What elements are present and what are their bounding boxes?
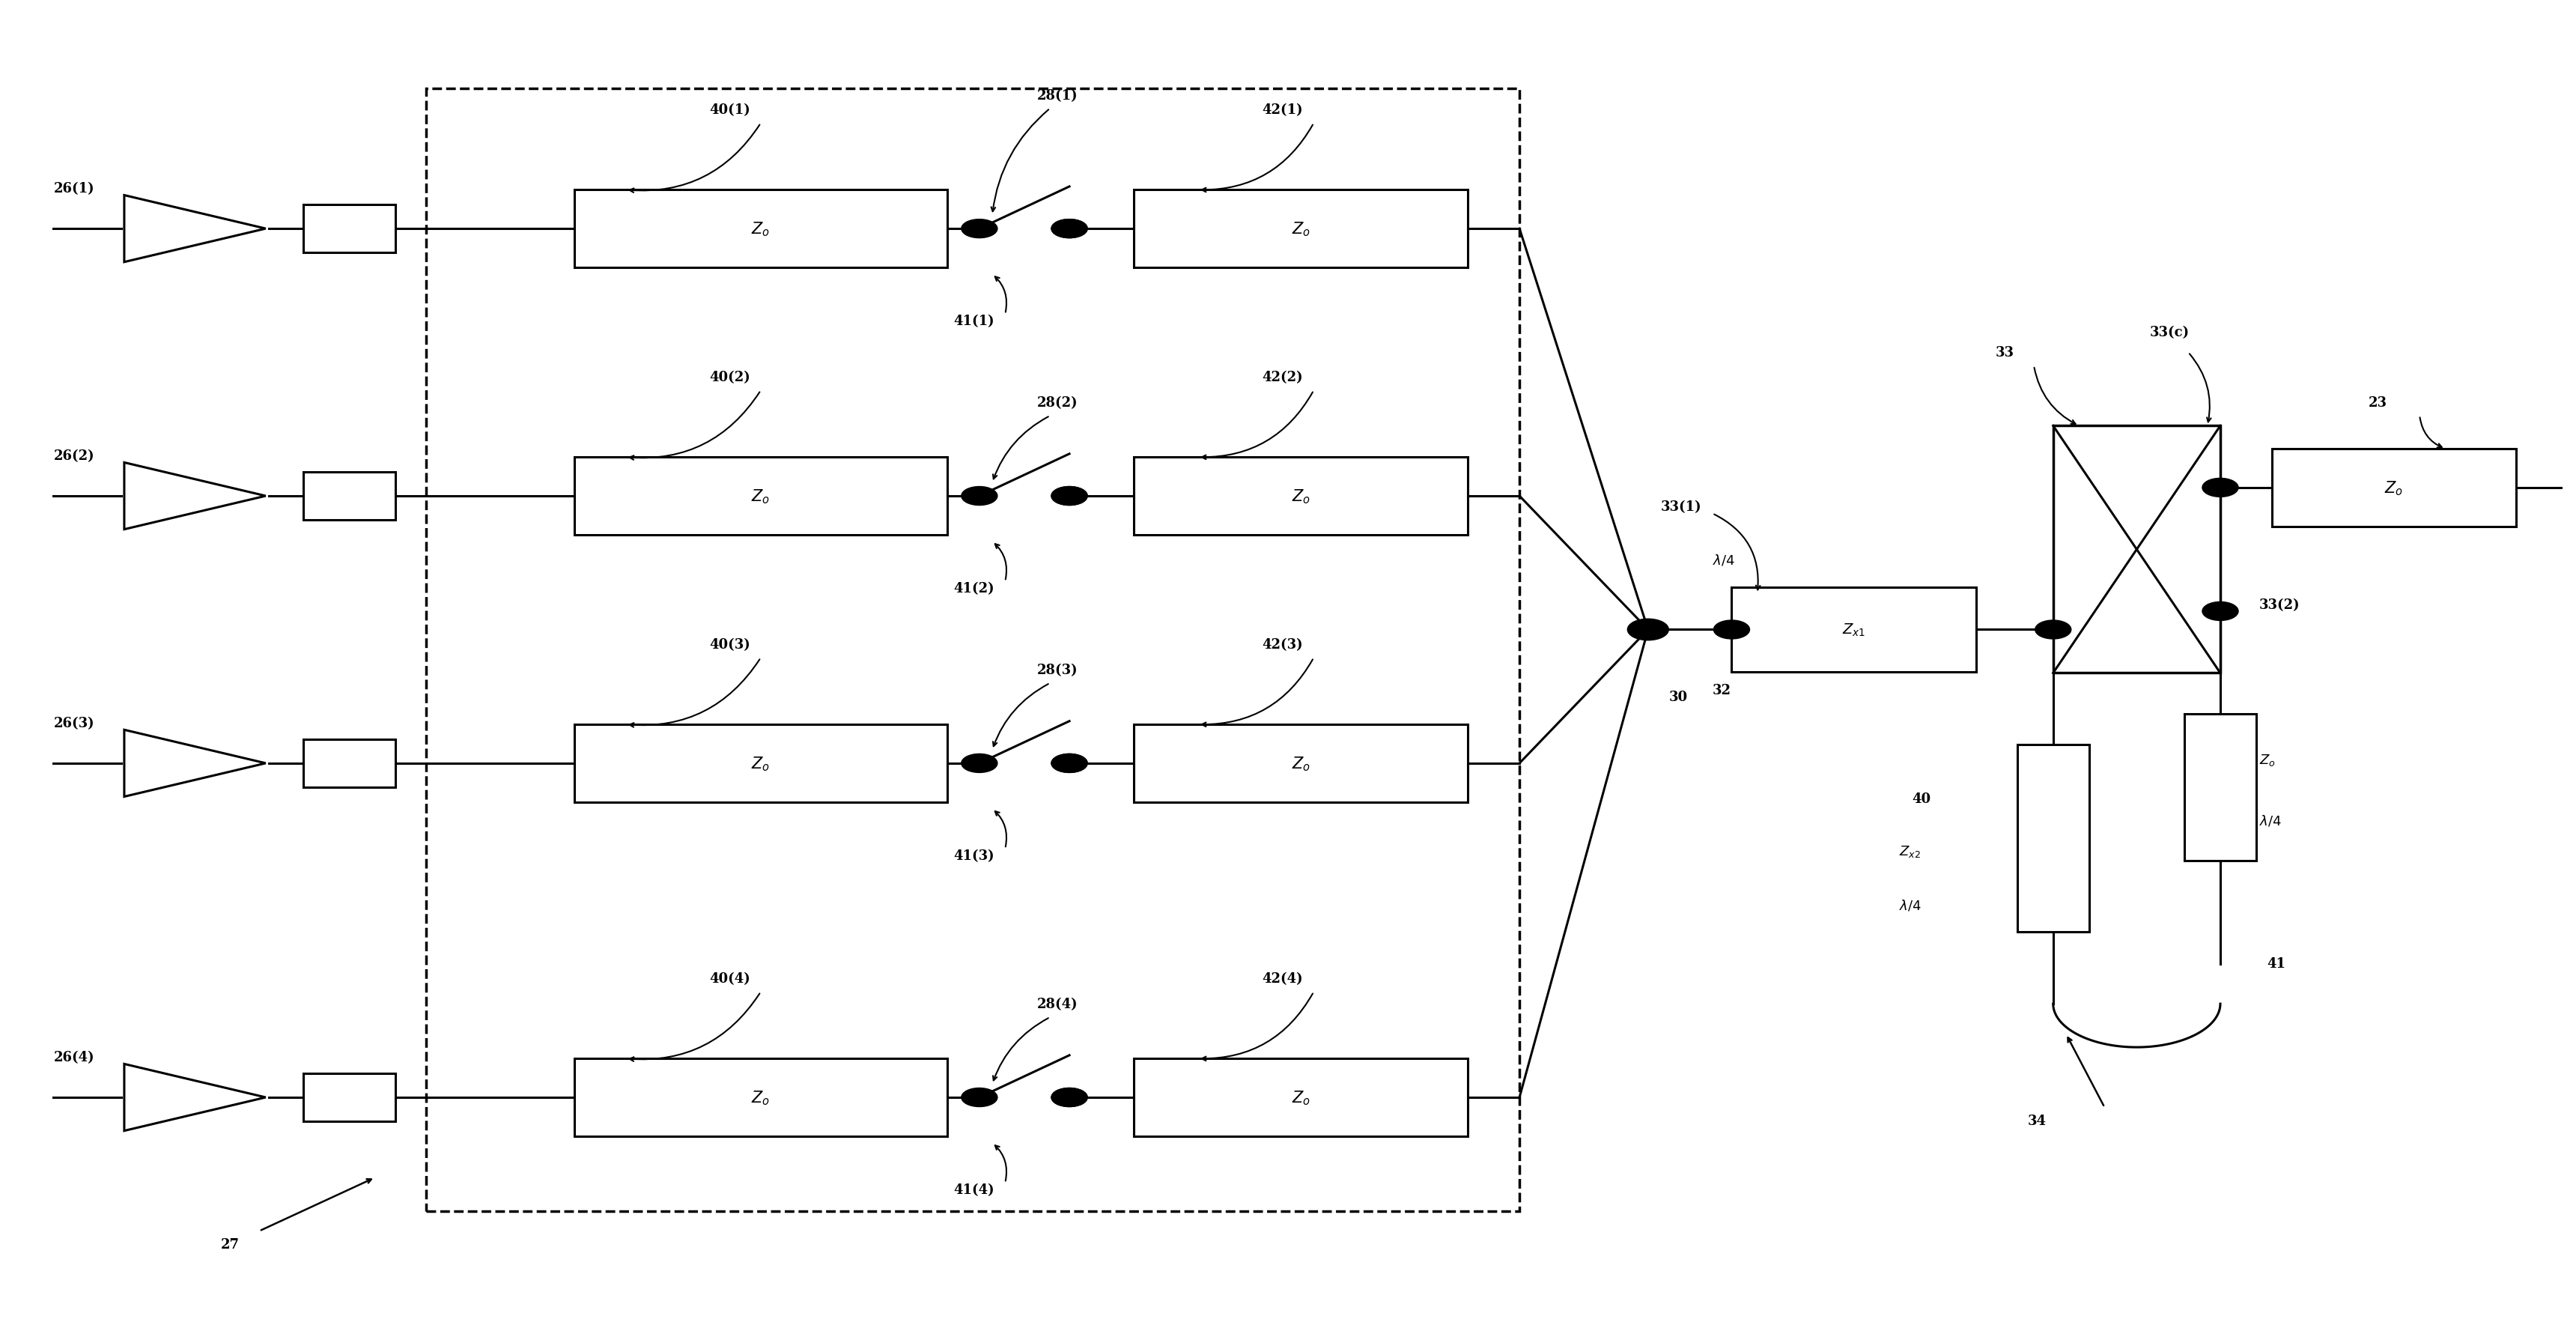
Text: 42(2): 42(2) [1262,371,1303,385]
Circle shape [1628,619,1669,641]
Bar [574,457,948,535]
Text: 23: 23 [2367,395,2388,409]
Bar [2184,714,2257,862]
Text: $Z_o$: $Z_o$ [1291,220,1311,239]
Text: 26(4): 26(4) [54,1051,95,1064]
Circle shape [961,220,997,239]
Text: 28(4): 28(4) [1038,997,1079,1010]
Circle shape [1713,620,1749,639]
Circle shape [1051,220,1087,239]
Polygon shape [124,730,265,797]
Text: 28(3): 28(3) [1038,663,1079,677]
Bar [304,472,397,520]
Text: $Z_o$: $Z_o$ [2385,480,2403,497]
Bar [1133,457,1468,535]
Text: 40(3): 40(3) [708,638,750,651]
Text: $Z_o$: $Z_o$ [752,754,770,772]
Circle shape [1051,1088,1087,1107]
Text: 40(4): 40(4) [708,971,750,985]
Text: 27: 27 [222,1238,240,1252]
Circle shape [2202,602,2239,620]
Text: $Z_o$: $Z_o$ [752,488,770,505]
Circle shape [961,486,997,505]
Text: 26(2): 26(2) [54,449,95,462]
Circle shape [961,754,997,773]
Circle shape [1051,220,1087,239]
Text: 40(1): 40(1) [708,103,750,117]
Text: $Z_{x1}$: $Z_{x1}$ [1842,622,1865,638]
Circle shape [2202,478,2239,497]
Bar [574,1059,948,1136]
Text: 40(2): 40(2) [708,371,750,385]
Bar [304,740,397,788]
Text: 41(1): 41(1) [953,315,994,328]
Bar [304,1073,397,1122]
Text: 41(4): 41(4) [953,1183,994,1197]
Text: 42(3): 42(3) [1262,638,1303,651]
Circle shape [1051,754,1087,773]
Text: $Z_o$: $Z_o$ [2259,753,2275,768]
Text: 34: 34 [2027,1114,2045,1127]
Text: 41: 41 [2267,957,2285,970]
Text: $Z_{x2}$: $Z_{x2}$ [1899,844,1922,859]
Text: $\lambda/4$: $\lambda/4$ [1713,553,1734,567]
Text: $\lambda/4$: $\lambda/4$ [2259,813,2282,828]
Text: 33: 33 [1996,346,2014,359]
Bar [2053,426,2221,673]
Text: $Z_o$: $Z_o$ [1291,488,1311,505]
Circle shape [961,1088,997,1107]
Bar [574,190,948,268]
Bar [1731,587,1976,673]
Bar [1133,1059,1468,1136]
Bar [1133,190,1468,268]
Text: $\lambda/4$: $\lambda/4$ [1899,898,1922,913]
Bar [1133,725,1468,803]
Text: 28(1): 28(1) [1038,88,1079,102]
Circle shape [1051,486,1087,505]
Text: 32: 32 [1713,683,1731,697]
Text: 41(3): 41(3) [953,848,994,863]
Text: 42(1): 42(1) [1262,103,1303,117]
Bar [574,725,948,803]
Text: $Z_o$: $Z_o$ [1291,754,1311,772]
Bar [2272,449,2517,527]
Bar [304,205,397,253]
Bar [2017,745,2089,933]
Text: 33(1): 33(1) [1662,500,1703,513]
Circle shape [2035,620,2071,639]
Polygon shape [124,1064,265,1131]
Text: 41(2): 41(2) [953,582,994,595]
Circle shape [1051,1088,1087,1107]
Text: 26(1): 26(1) [54,182,95,196]
Text: 42(4): 42(4) [1262,971,1303,985]
Circle shape [1051,486,1087,505]
Text: 33(c): 33(c) [2148,326,2190,339]
Text: $Z_o$: $Z_o$ [1291,1088,1311,1107]
Text: $Z_o$: $Z_o$ [752,1088,770,1107]
Bar [428,88,1520,1211]
Text: 30: 30 [1669,690,1687,704]
Text: 28(2): 28(2) [1038,397,1079,410]
Polygon shape [124,462,265,529]
Text: 26(3): 26(3) [54,717,95,730]
Circle shape [1051,754,1087,773]
Text: 33(2): 33(2) [2259,598,2300,611]
Text: 40: 40 [1911,792,1929,805]
Polygon shape [124,196,265,263]
Text: $Z_o$: $Z_o$ [752,220,770,239]
